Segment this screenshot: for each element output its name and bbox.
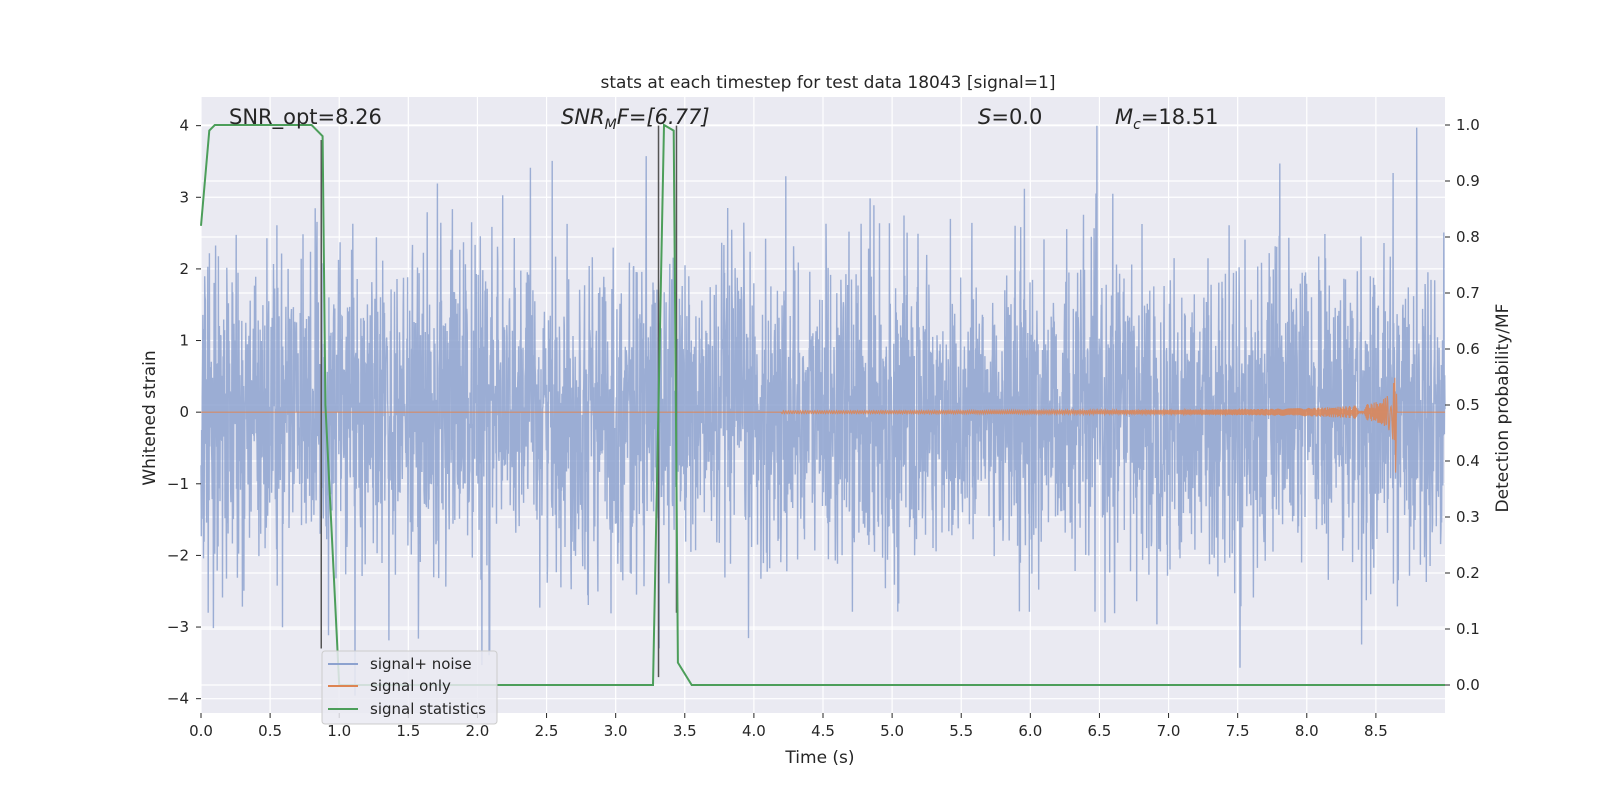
y-left-tick-label-7: 3 xyxy=(179,188,189,206)
y-right-tick-label-3: 0.3 xyxy=(1456,508,1480,526)
y-right-axis-ticks: 0.0 0.1 0.2 0.3 0.4 0.5 0.6 0.7 0.8 0.9 1.0 xyxy=(1445,116,1480,694)
x-tick-label-13: 6.5 xyxy=(1088,722,1112,740)
x-tick-label-10: 5.0 xyxy=(880,722,904,740)
y-right-tick-label-10: 1.0 xyxy=(1456,116,1480,134)
y-left-axis-ticks: −4 −3 −2 −1 0 1 2 3 4 xyxy=(167,117,201,708)
x-tick-label-2: 1.0 xyxy=(327,722,351,740)
annotation-snr-mf-base: SNR xyxy=(561,105,605,129)
annotation-mc-sub: c xyxy=(1133,117,1141,133)
y-right-tick-label-6: 0.6 xyxy=(1456,340,1480,358)
y-right-tick-label-9: 0.9 xyxy=(1456,172,1480,190)
x-tick-label-4: 2.0 xyxy=(466,722,490,740)
annotation-mc-rest: =18.51 xyxy=(1141,105,1219,129)
annotation-mc: Mc=18.51 xyxy=(1115,105,1219,133)
y-right-tick-label-4: 0.4 xyxy=(1456,452,1480,470)
legend: signal+ noise signal only signal statist… xyxy=(321,650,498,725)
annotation-s-rest: =0.0 xyxy=(991,105,1042,129)
x-tick-label-5: 2.5 xyxy=(535,722,559,740)
annotation-snr-mf: SNRMF=[6.77] xyxy=(561,105,710,133)
x-tick-label-12: 6.0 xyxy=(1018,722,1042,740)
x-axis-label: Time (s) xyxy=(784,748,854,768)
y-right-tick-label-1: 0.1 xyxy=(1456,620,1480,638)
legend-label-signal-statistics: signal statistics xyxy=(370,700,486,718)
x-tick-label-6: 3.0 xyxy=(604,722,628,740)
y-left-tick-label-1: −3 xyxy=(167,618,189,636)
series-signal-only xyxy=(201,377,1445,473)
y-right-tick-label-7: 0.7 xyxy=(1456,284,1480,302)
annotation-s: S=0.0 xyxy=(978,105,1042,129)
x-tick-label-1: 0.5 xyxy=(258,722,282,740)
y-right-tick-label-8: 0.8 xyxy=(1456,228,1480,246)
x-tick-label-14: 7.0 xyxy=(1157,722,1181,740)
annotation-snr-opt: SNR_opt=8.26 xyxy=(229,105,382,130)
legend-label-signal-only: signal only xyxy=(370,677,451,695)
y-right-tick-label-0: 0.0 xyxy=(1456,676,1480,694)
annotation-s-base: S xyxy=(978,105,991,129)
annotation-snr-mf-sub: M xyxy=(605,117,617,133)
x-axis-ticks: 0.0 0.5 1.0 1.5 2.0 2.5 3.0 3.5 4.0 4.5 5.0 5.5 6.0 6… xyxy=(189,713,1388,740)
x-tick-label-0: 0.0 xyxy=(189,722,213,740)
chart-title: stats at each timestep for test data 180… xyxy=(601,73,1056,93)
x-tick-label-9: 4.5 xyxy=(811,722,835,740)
x-tick-label-7: 3.5 xyxy=(673,722,697,740)
y-left-tick-label-4: 0 xyxy=(179,403,189,421)
x-tick-label-15: 7.5 xyxy=(1226,722,1250,740)
y-left-tick-label-3: −1 xyxy=(167,475,189,493)
annotation-snr-mf-rest: F=[6.77] xyxy=(617,105,710,129)
x-tick-label-3: 1.5 xyxy=(396,722,420,740)
annotation-mc-base: M xyxy=(1115,105,1133,129)
y-left-tick-label-8: 4 xyxy=(179,117,189,135)
x-tick-label-17: 8.5 xyxy=(1364,722,1388,740)
y-right-tick-label-2: 0.2 xyxy=(1456,564,1480,582)
x-tick-label-8: 4.0 xyxy=(742,722,766,740)
y-left-axis-label: Whitened strain xyxy=(140,350,160,485)
signal-noise-line xyxy=(200,125,1446,696)
y-left-tick-label-2: −2 xyxy=(167,546,189,564)
legend-box xyxy=(321,650,498,725)
signal-only-line xyxy=(201,377,1445,473)
y-right-axis-label: Detection probability/MF xyxy=(1493,304,1513,513)
x-tick-label-16: 8.0 xyxy=(1295,722,1319,740)
legend-label-signal-noise: signal+ noise xyxy=(370,655,472,673)
x-tick-label-11: 5.5 xyxy=(949,722,973,740)
y-left-tick-label-0: −4 xyxy=(167,690,189,708)
y-right-tick-label-5: 0.5 xyxy=(1456,396,1480,414)
series-signal-noise xyxy=(200,125,1446,696)
y-left-tick-label-5: 1 xyxy=(179,332,189,350)
y-left-tick-label-6: 2 xyxy=(179,260,189,278)
